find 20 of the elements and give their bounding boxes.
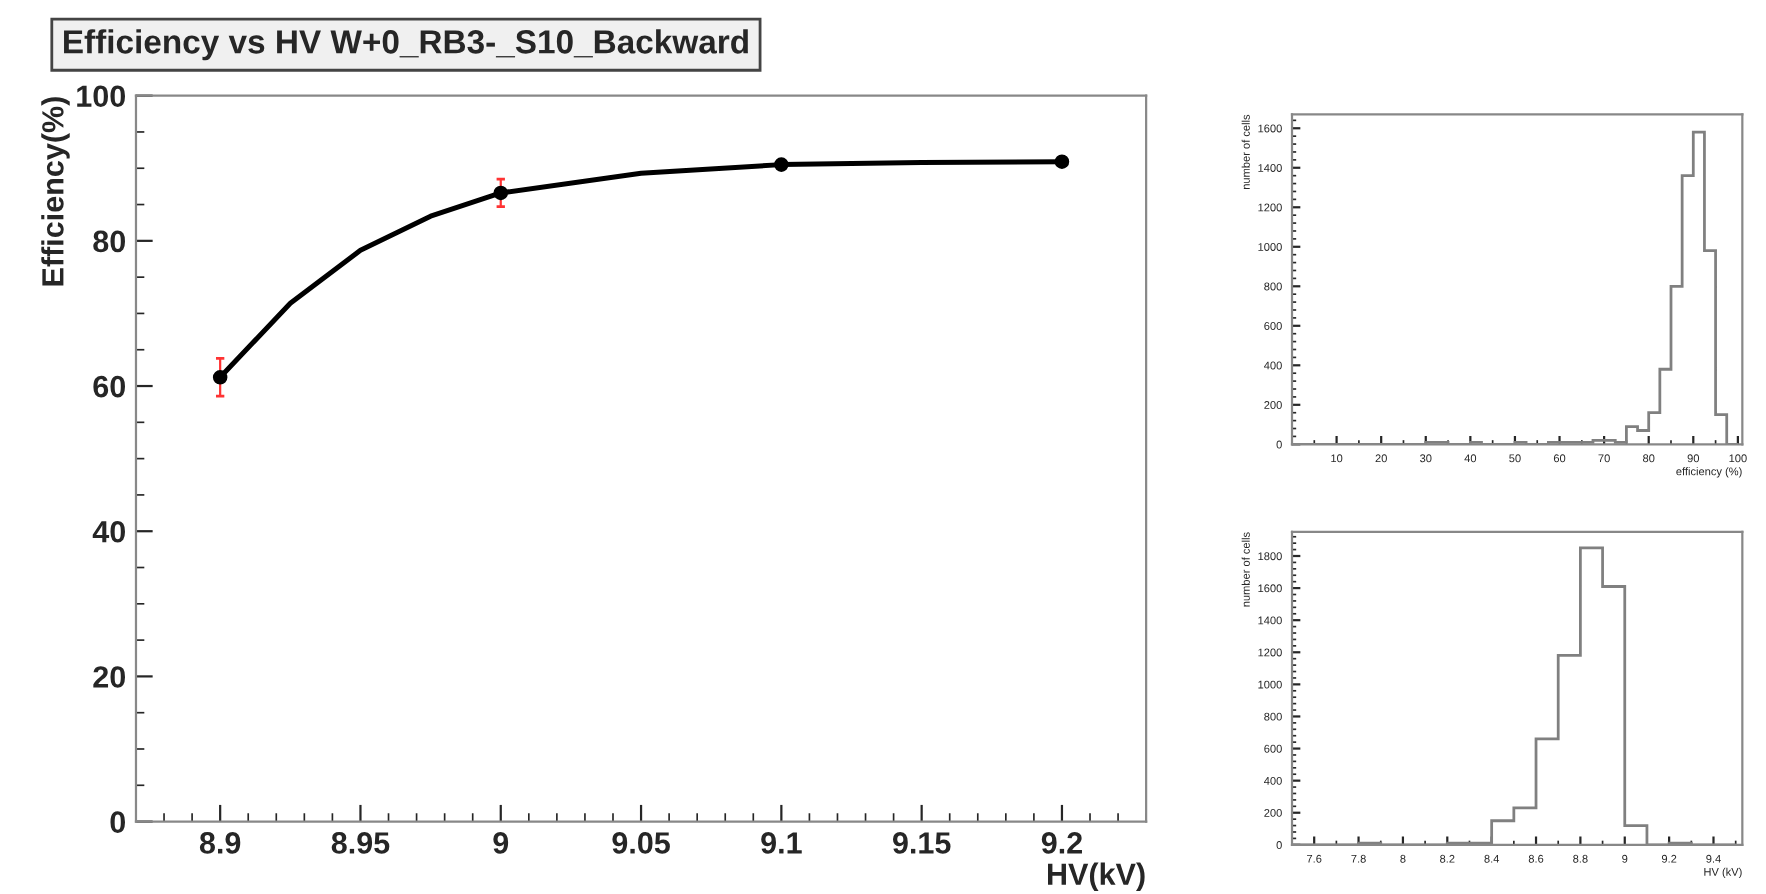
x-tick-label: 8.9 <box>199 832 241 854</box>
point <box>1054 154 1070 169</box>
x-tick-label: 9.1 <box>761 832 802 854</box>
x-tick-label: 8.95 <box>331 832 390 854</box>
x-tick-label: 9.15 <box>892 832 951 854</box>
chart-title: Efficiency vs HV W+0_RB3-_S10_Backward <box>64 29 748 61</box>
x-tick-label: 9 <box>493 832 509 854</box>
x-tick-label: 9.2 <box>1041 832 1082 854</box>
y-tick-label: 60 <box>93 375 126 398</box>
point <box>493 185 509 201</box>
point <box>774 157 789 172</box>
y-tick-label: 0 <box>110 811 126 833</box>
y-tick-label: 20 <box>93 666 126 688</box>
y-tick-label: 80 <box>93 230 126 253</box>
point <box>212 370 228 385</box>
y-axis-title: Efficiency(%) <box>41 97 70 286</box>
y-tick-label: 40 <box>92 520 126 543</box>
y-tick-label: 100 <box>77 85 126 108</box>
x-axis-title: HV(kV) <box>1048 862 1145 892</box>
x-tick-label: 9.05 <box>612 832 670 854</box>
